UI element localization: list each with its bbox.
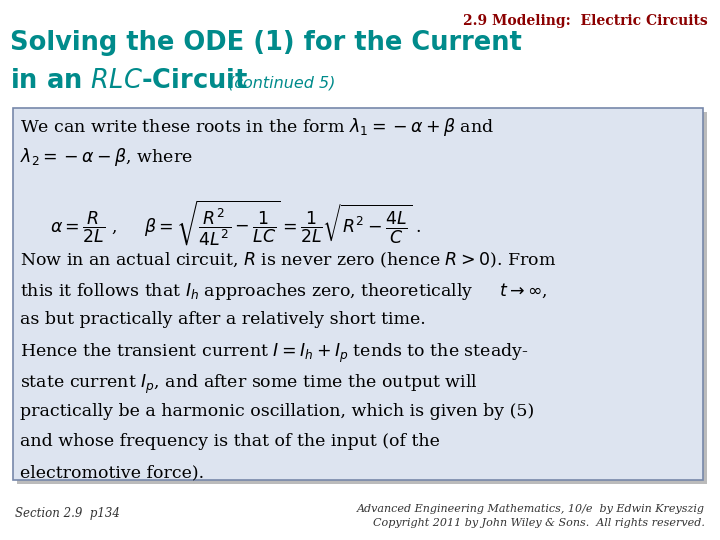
Text: $\lambda_2 = -\alpha - \beta$, where: $\lambda_2 = -\alpha - \beta$, where [20, 146, 193, 168]
Text: state current $I_p$, and after some time the output will: state current $I_p$, and after some time… [20, 373, 478, 396]
Text: 2.9 Modeling:  Electric Circuits: 2.9 Modeling: Electric Circuits [463, 14, 708, 28]
Text: (continued 5): (continued 5) [228, 75, 336, 90]
Text: We can write these roots in the form $\lambda_1 = -\alpha + \beta$ and: We can write these roots in the form $\l… [20, 116, 494, 138]
Text: and whose frequency is that of the input (of the: and whose frequency is that of the input… [20, 434, 440, 450]
FancyBboxPatch shape [13, 108, 703, 480]
Text: Now in an actual circuit, $R$ is never zero (hence $R > 0$). From: Now in an actual circuit, $R$ is never z… [20, 251, 556, 270]
Text: practically be a harmonic oscillation, which is given by (5): practically be a harmonic oscillation, w… [20, 403, 534, 420]
Text: Hence the transient current $I = I_h + I_p$ tends to the steady-: Hence the transient current $I = I_h + I… [20, 342, 528, 365]
Text: Solving the ODE (1) for the Current: Solving the ODE (1) for the Current [10, 30, 522, 56]
Text: as but practically after a relatively short time.: as but practically after a relatively sh… [20, 312, 426, 328]
Text: $\alpha = \dfrac{R}{2L}$ ,     $\beta = \sqrt{\dfrac{R^2}{4L^2} - \dfrac{1}{LC}}: $\alpha = \dfrac{R}{2L}$ , $\beta = \sqr… [50, 199, 422, 248]
FancyBboxPatch shape [17, 112, 707, 484]
Text: Advanced Engineering Mathematics, 10/e  by Edwin Kreyszig
Copyright 2011 by John: Advanced Engineering Mathematics, 10/e b… [357, 504, 705, 528]
Text: in an $\mathbf{\mathit{RLC}}$-Circuit: in an $\mathbf{\mathit{RLC}}$-Circuit [10, 68, 248, 94]
Text: Section 2.9  p134: Section 2.9 p134 [15, 507, 120, 520]
Text: electromotive force).: electromotive force). [20, 464, 204, 481]
Text: this it follows that $I_h$ approaches zero, theoretically     $t \to \infty$,: this it follows that $I_h$ approaches ze… [20, 281, 548, 302]
